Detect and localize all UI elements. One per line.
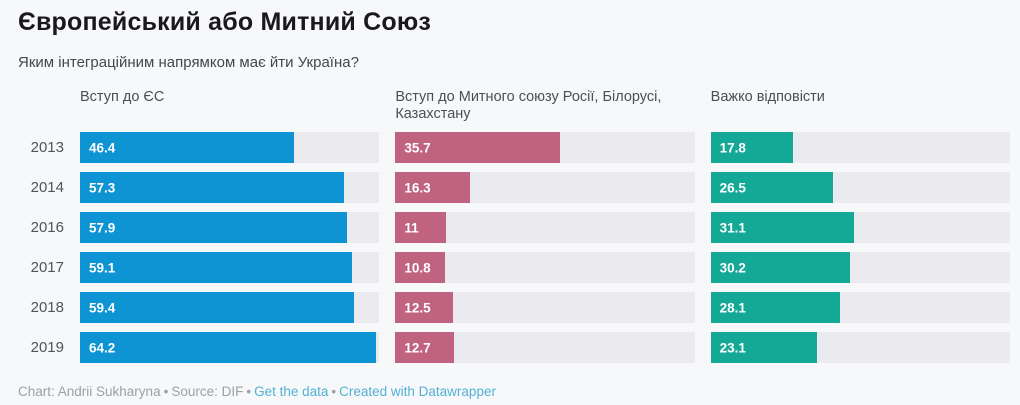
chart-source: Source: DIF: [171, 384, 244, 399]
bar-track: 57.9: [80, 212, 380, 243]
bar-track: 17.8: [710, 132, 1010, 163]
bar-value-label: 57.3: [89, 180, 116, 195]
created-with-datawrapper-link[interactable]: Created with Datawrapper: [339, 384, 496, 399]
bar-track: 46.4: [80, 132, 380, 163]
row-label-2019: 2019: [30, 339, 64, 356]
bar-hard-2019[interactable]: 23.1: [710, 332, 818, 363]
row-label-2016: 2016: [30, 219, 64, 236]
bar-value-label: 59.4: [89, 300, 116, 315]
row-label-2013: 2013: [30, 139, 64, 156]
chart-credit: Chart: Andrii Sukharyna: [18, 384, 161, 399]
bar-hard-2016[interactable]: 31.1: [710, 212, 854, 243]
bar-track: 30.2: [710, 252, 1010, 283]
bar-customs-2014[interactable]: 16.3: [395, 172, 471, 203]
bar-value-label: 16.3: [404, 180, 431, 195]
row-label-2018: 2018: [30, 299, 64, 316]
footer-separator: •: [163, 384, 169, 399]
row-label-2014: 2014: [30, 179, 64, 196]
bar-eu-2018[interactable]: 59.4: [80, 292, 354, 323]
bar-track: 64.2: [80, 332, 380, 363]
bar-track: 59.4: [80, 292, 380, 323]
bar-value-label: 12.7: [404, 340, 431, 355]
footer-separator: •: [331, 384, 337, 399]
bar-value-label: 28.1: [719, 300, 746, 315]
bar-value-label: 64.2: [89, 340, 116, 355]
bar-track: 16.3: [395, 172, 695, 203]
bar-track: 35.7: [395, 132, 695, 163]
bar-eu-2013[interactable]: 46.4: [80, 132, 294, 163]
column-header-customs-union: Вступ до Митного союзу Росії, Білорусі, …: [395, 89, 662, 122]
bar-value-label: 11: [404, 220, 419, 235]
bar-value-label: 30.2: [719, 260, 746, 275]
bar-value-label: 57.9: [89, 220, 116, 235]
chart-subtitle: Яким інтеграційним напрямком має йти Укр…: [18, 53, 359, 71]
bar-hard-2014[interactable]: 26.5: [710, 172, 833, 203]
bar-value-label: 31.1: [719, 220, 746, 235]
bar-track: 57.3: [80, 172, 380, 203]
bar-customs-2016[interactable]: 11: [395, 212, 446, 243]
bar-customs-2017[interactable]: 10.8: [395, 252, 446, 283]
column-header-eu: Вступ до ЄС: [80, 89, 165, 105]
chart-title: Європейський або Митний Союз: [18, 8, 432, 36]
bar-track: 23.1: [710, 332, 1010, 363]
bar-value-label: 46.4: [89, 140, 116, 155]
bar-value-label: 17.8: [719, 140, 746, 155]
column-headers: Вступ до ЄС Вступ до Митного союзу Росії…: [18, 89, 1010, 123]
bar-track: 28.1: [710, 292, 1010, 323]
get-the-data-link[interactable]: Get the data: [254, 384, 329, 399]
bar-track: 26.5: [710, 172, 1010, 203]
bar-track: 11: [395, 212, 695, 243]
bar-eu-2014[interactable]: 57.3: [80, 172, 344, 203]
bar-track: 31.1: [710, 212, 1010, 243]
footer-separator: •: [246, 384, 252, 399]
column-header-hard-to-say: Важко відповісти: [710, 89, 825, 105]
bar-eu-2017[interactable]: 59.1: [80, 252, 353, 283]
bar-track: 12.5: [395, 292, 695, 323]
chart-footer: Chart: Andrii Sukharyna • Source: DIF • Get …: [18, 383, 1010, 400]
header-spacer: [18, 89, 64, 123]
bar-hard-2018[interactable]: 28.1: [710, 292, 841, 323]
bar-track: 59.1: [80, 252, 380, 283]
bar-customs-2013[interactable]: 35.7: [395, 132, 560, 163]
bar-eu-2016[interactable]: 57.9: [80, 212, 347, 243]
bar-value-label: 59.1: [89, 260, 116, 275]
bar-value-label: 35.7: [404, 140, 431, 155]
bar-value-label: 26.5: [719, 180, 746, 195]
bar-track: 12.7: [395, 332, 695, 363]
chart-rows: 2013 46.4 35.7 17.8 2014 57.3 16.3: [18, 132, 1010, 363]
bar-customs-2019[interactable]: 12.7: [395, 332, 454, 363]
bar-eu-2019[interactable]: 64.2: [80, 332, 376, 363]
bar-hard-2013[interactable]: 17.8: [710, 132, 793, 163]
row-label-2017: 2017: [30, 259, 64, 276]
bar-track: 10.8: [395, 252, 695, 283]
bar-hard-2017[interactable]: 30.2: [710, 252, 850, 283]
bar-value-label: 23.1: [719, 340, 746, 355]
bar-value-label: 12.5: [404, 300, 431, 315]
bar-value-label: 10.8: [404, 260, 431, 275]
bar-customs-2018[interactable]: 12.5: [395, 292, 453, 323]
